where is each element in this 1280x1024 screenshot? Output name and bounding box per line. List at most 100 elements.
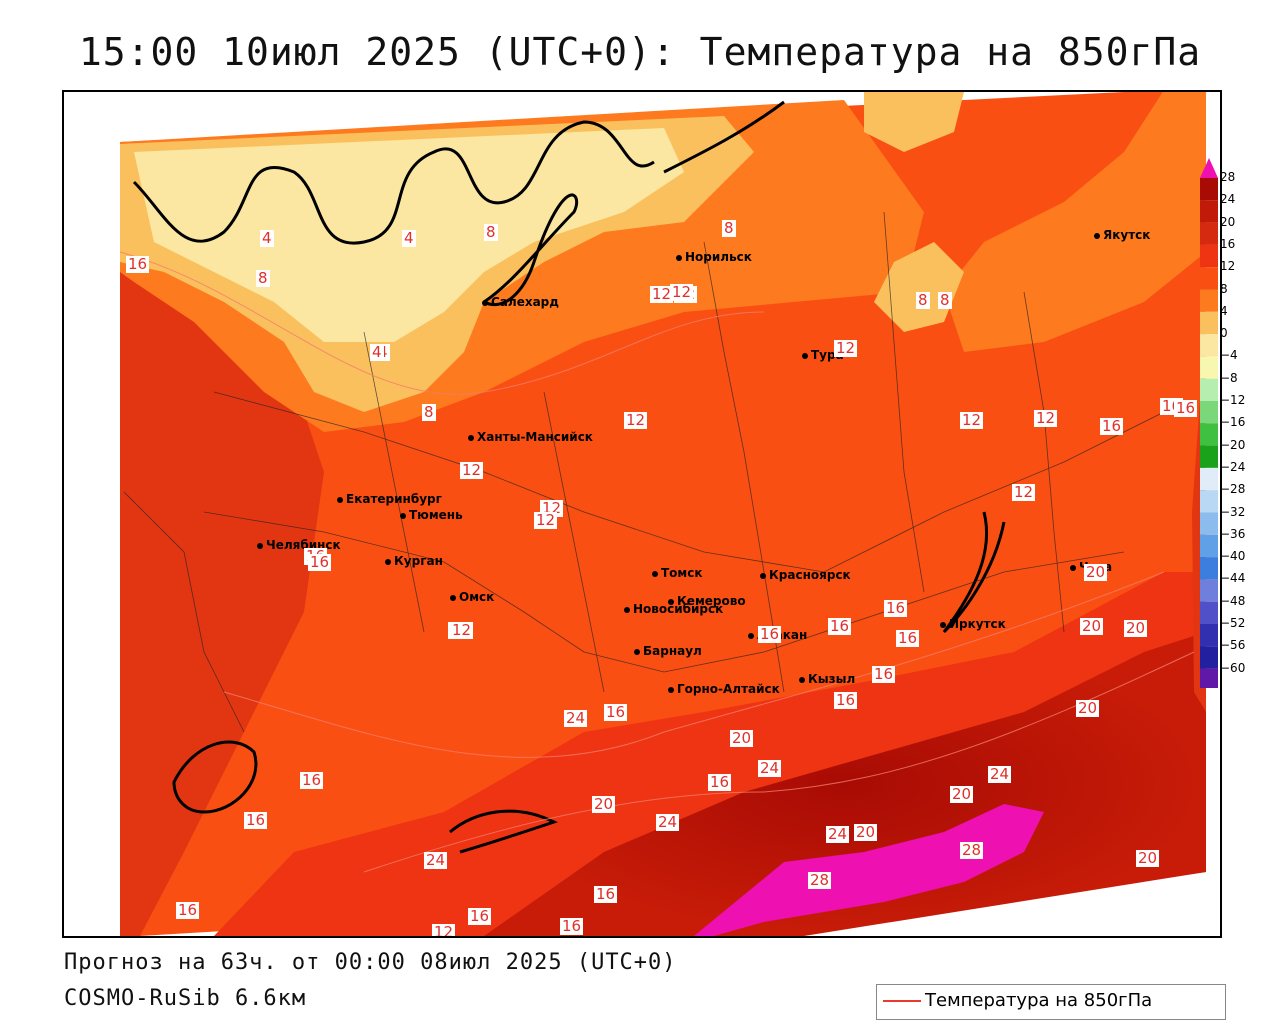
isotherm-value-label: 12	[432, 924, 456, 936]
isotherm-value-label: 16	[468, 907, 492, 925]
isotherm-value-label: 24	[988, 765, 1012, 783]
scale-swatch	[1200, 401, 1218, 424]
city-dot-icon	[940, 621, 946, 628]
scale-tick-label: −56	[1220, 638, 1246, 653]
scale-swatch	[1200, 267, 1218, 290]
city-name: Курган	[394, 554, 443, 568]
isotherm-value-label: 12	[450, 621, 474, 639]
isotherm-value-label: 24	[826, 825, 850, 843]
isotherm-value-label: 16	[708, 773, 732, 791]
scale-swatch	[1200, 646, 1218, 669]
scale-swatch	[1200, 178, 1218, 201]
isotherm-value-label: 4	[370, 343, 384, 361]
city-name: Ханты-Мансийск	[477, 430, 593, 444]
scale-swatch	[1200, 334, 1218, 357]
color-scale-bar	[1200, 158, 1218, 688]
isotherm-value-label: 16	[560, 917, 584, 935]
isotherm-value-label: 20	[1124, 619, 1148, 637]
scale-tick-label: −16	[1220, 415, 1246, 430]
isotherm-value-label: 16	[896, 629, 920, 647]
city-marker: Салехард	[482, 295, 559, 309]
admin-borders	[123, 211, 1165, 733]
isotherm-value-label: 20	[1076, 699, 1100, 717]
isotherm-value-label: 16	[604, 703, 628, 721]
scale-swatch	[1200, 356, 1218, 379]
isotherm-value-label: 28	[808, 871, 832, 889]
scale-swatch	[1200, 512, 1218, 535]
scale-tick-label: 12	[1220, 259, 1236, 274]
isotherm-value-label: 16	[594, 885, 618, 903]
isotherm-value-label: 20	[1084, 563, 1108, 581]
city-marker: Ханты-Мансийск	[468, 430, 593, 444]
city-name: Горно-Алтайск	[677, 682, 780, 696]
legend-key-box: Температура на 850гПа	[876, 984, 1226, 1020]
city-dot-icon	[450, 594, 456, 601]
isotherm-value-label: 16	[828, 617, 852, 635]
city-marker: Горно-Алтайск	[668, 682, 780, 696]
city-name: Иркутск	[949, 617, 1006, 631]
scale-tick-label: −36	[1220, 526, 1246, 541]
city-dot-icon	[385, 558, 391, 565]
isotherm-value-label: 12	[650, 285, 674, 303]
isotherm-value-label: 16	[884, 599, 908, 617]
city-dot-icon	[676, 254, 682, 261]
isotherm-value-label: 8	[722, 219, 736, 237]
isotherm-value-label: 16	[1174, 399, 1198, 417]
scale-swatch	[1200, 244, 1218, 268]
isotherm-value-label: 12	[1012, 483, 1036, 501]
city-dot-icon	[760, 572, 766, 579]
isotherm-value-label: 12	[534, 511, 558, 529]
isotherm-value-label: 12	[960, 411, 984, 429]
coastlines	[132, 100, 1006, 854]
scale-swatch	[1200, 200, 1218, 223]
scale-max-arrow	[1200, 158, 1218, 178]
scale-swatch	[1200, 378, 1218, 401]
city-dot-icon	[624, 606, 630, 613]
city-name: Кызыл	[808, 672, 856, 686]
isotherm-value-label: 12	[624, 411, 648, 429]
scale-swatch	[1200, 624, 1218, 647]
scale-tick-label: 28	[1220, 170, 1236, 184]
model-info: COSMO-RuSib 6.6км	[64, 986, 307, 1011]
isotherm-value-label: 20	[592, 795, 616, 813]
city-dot-icon	[337, 496, 343, 503]
isotherm-value-label: 12	[1034, 409, 1058, 427]
isotherm-value-label: 12	[834, 339, 858, 357]
city-name: Красноярск	[769, 568, 851, 582]
city-name: Тюмень	[409, 508, 463, 522]
city-dot-icon	[257, 542, 263, 549]
city-marker: Красноярск	[760, 568, 851, 582]
isotherm-value-label: 20	[730, 729, 754, 747]
scale-tick-label: −32	[1220, 504, 1246, 519]
mild-east-zone	[944, 92, 1206, 352]
city-dot-icon	[634, 648, 640, 655]
city-dot-icon	[400, 512, 406, 519]
scale-tick-label: 24	[1220, 192, 1236, 207]
isotherm-contours	[119, 251, 1195, 873]
scale-swatch	[1200, 534, 1218, 558]
scale-tick-label: −24	[1220, 459, 1246, 474]
scale-swatch	[1200, 668, 1218, 688]
scale-tick-label: −52	[1220, 616, 1246, 630]
scale-tick-label: −8	[1220, 370, 1238, 385]
city-dot-icon	[802, 352, 808, 359]
city-marker: Кызыл	[799, 672, 855, 686]
scale-tick-label: −60	[1220, 660, 1246, 675]
scale-swatch	[1200, 579, 1218, 602]
isotherm-value-label: 24	[758, 759, 782, 777]
scale-tick-label: −44	[1220, 571, 1246, 586]
city-dot-icon	[668, 686, 674, 693]
isotherm-value-label: 12	[670, 283, 694, 301]
scale-tick-label: −12	[1220, 393, 1246, 407]
scale-tick-label: 8	[1220, 281, 1228, 296]
city-marker: Якутск	[1094, 228, 1150, 242]
scale-swatch	[1200, 445, 1218, 468]
city-dot-icon	[1094, 232, 1100, 239]
city-name: Салехард	[491, 295, 559, 309]
cool-east-patch	[874, 242, 964, 332]
city-name: Кемерово	[677, 594, 746, 608]
isotherm-value-label: 16	[244, 811, 268, 829]
isotherm-value-label: 8	[484, 223, 498, 241]
isotherm-value-label: 24	[564, 709, 588, 727]
city-dot-icon	[748, 632, 754, 639]
